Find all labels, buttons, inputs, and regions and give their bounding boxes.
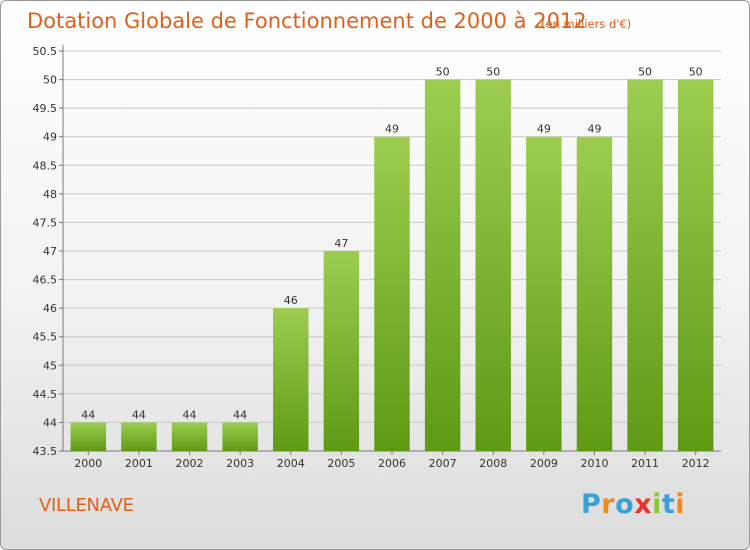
value-label: 44	[81, 408, 95, 421]
value-label: 50	[486, 66, 500, 79]
bar-2005	[323, 251, 360, 451]
bar-2009	[526, 136, 562, 451]
value-label: 50	[436, 66, 450, 79]
value-label: 44	[132, 408, 146, 421]
x-tick-label: 2012	[682, 457, 710, 470]
logo-letter: o	[615, 489, 635, 520]
chart-title: Dotation Globale de Fonctionnement de 20…	[27, 9, 587, 33]
y-tick-label: 47.5	[33, 216, 58, 229]
y-tick-label: 43.5	[33, 445, 58, 458]
y-tick-label: 46.5	[33, 274, 58, 287]
value-label: 50	[638, 66, 652, 79]
x-tick-label: 2000	[74, 457, 102, 470]
y-tick-label: 50	[43, 74, 57, 87]
place-name: VILLENAVE	[39, 495, 134, 516]
bar-2006	[374, 136, 410, 451]
bars	[70, 79, 714, 452]
x-tick-label: 2009	[530, 457, 558, 470]
proxiti-logo: Proxiti	[581, 489, 685, 520]
y-tick-label: 48	[43, 188, 57, 201]
value-label: 44	[233, 408, 247, 421]
y-tick-label: 50.5	[33, 45, 58, 58]
y-tick-label: 46	[43, 302, 57, 315]
bar-2001	[121, 422, 157, 451]
y-tick-label: 47	[43, 245, 57, 258]
bar-2007	[424, 79, 461, 452]
logo-letter: x	[634, 489, 653, 520]
value-label: 44	[183, 408, 197, 421]
logo-letter: i	[652, 489, 662, 520]
y-tick-label: 44.5	[33, 388, 58, 401]
value-label: 49	[537, 123, 551, 136]
x-tick-label: 2010	[580, 457, 608, 470]
bar-2010	[576, 136, 613, 451]
value-label: 49	[587, 123, 601, 136]
y-tick-label: 44	[43, 416, 57, 429]
bar-2004	[273, 308, 309, 451]
labels: 44 2000 44 2001 44 2002 44 2003 46 2004 47 2005 49 20…	[74, 66, 709, 470]
y-tick-label: 49.5	[33, 102, 58, 115]
chart-subtitle: (en milliers d'€)	[541, 17, 632, 31]
bar-2012	[677, 79, 714, 452]
x-tick-label: 2002	[176, 457, 204, 470]
logo-letter: i	[675, 489, 686, 520]
bar-2011	[627, 79, 663, 452]
logo-letter: r	[601, 489, 616, 520]
y-tick-label: 45	[43, 359, 57, 372]
x-tick-label: 2008	[479, 457, 507, 470]
x-tick-label: 2006	[378, 457, 406, 470]
bar-2000	[70, 422, 107, 451]
y-tick-label: 49	[43, 131, 57, 144]
x-tick-label: 2001	[125, 457, 153, 470]
value-label: 49	[385, 123, 399, 136]
y-tick-label: 45.5	[33, 331, 58, 344]
value-label: 46	[284, 294, 298, 307]
logo-letter: P	[581, 489, 602, 520]
bar-2003	[222, 422, 258, 451]
bar-2002	[171, 422, 208, 451]
value-label: 50	[689, 66, 703, 79]
x-tick-label: 2011	[631, 457, 659, 470]
logo-letter: t	[661, 489, 676, 520]
x-tick-label: 2004	[277, 457, 305, 470]
value-label: 47	[334, 237, 348, 250]
x-tick-label: 2005	[327, 457, 355, 470]
bar-2008	[475, 79, 511, 452]
x-tick-label: 2007	[429, 457, 457, 470]
x-tick-label: 2003	[226, 457, 254, 470]
y-tick-label: 48.5	[33, 159, 58, 172]
